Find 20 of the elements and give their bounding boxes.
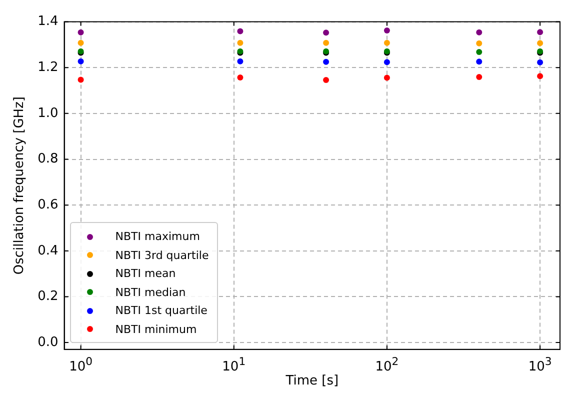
y-tick-label: 0.2 xyxy=(38,289,58,304)
y-tick-label: 0.4 xyxy=(38,243,58,258)
y-tick-label: 1.2 xyxy=(38,60,58,75)
x-tick-label: 10$^{2}$ xyxy=(375,354,399,376)
x-axis-title: Time [s] xyxy=(284,374,339,389)
legend-label: NBTI 3rd quartile xyxy=(115,248,209,262)
y-tick-label: 1.4 xyxy=(38,14,58,30)
y-tick-label: 0.0 xyxy=(38,334,58,350)
legend-label: NBTI minimum xyxy=(115,322,197,336)
legend-label: NBTI maximum xyxy=(115,230,200,244)
legend-label: NBTI mean xyxy=(115,267,176,280)
y-tick-label: 1.0 xyxy=(38,106,58,121)
legend-label: NBTI median xyxy=(115,286,186,299)
x-tick-label: 10$^{1}$ xyxy=(222,354,246,376)
legend-label: NBTI 1st quartile xyxy=(115,304,208,318)
x-tick-label: 10$^{0}$ xyxy=(69,354,92,376)
x-tick-label: 10$^{3}$ xyxy=(528,354,552,376)
y-tick-label: 0.8 xyxy=(38,152,58,167)
y-tick-label: 0.6 xyxy=(38,197,58,212)
y-axis-title: Oscillation frequency [GHz] xyxy=(12,96,28,275)
